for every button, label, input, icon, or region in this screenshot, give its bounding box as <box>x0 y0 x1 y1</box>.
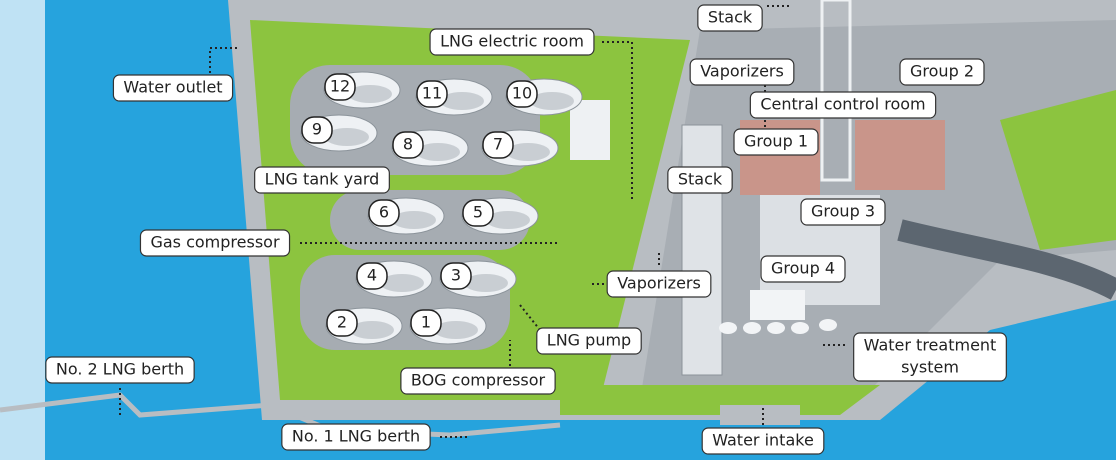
building <box>855 120 945 190</box>
building <box>750 290 805 320</box>
label-text: No. 1 LNG berth <box>292 427 420 446</box>
label: Stack <box>698 5 762 31</box>
label-text: LNG electric room <box>440 32 584 51</box>
label: No. 2 LNG berth <box>46 357 194 383</box>
tank-number: 9 <box>312 120 322 139</box>
label: LNG electric room <box>430 29 594 55</box>
label: Group 4 <box>761 256 845 282</box>
label-text: Stack <box>708 8 753 27</box>
label: Group 2 <box>900 59 984 85</box>
label-text: system <box>901 358 959 377</box>
tank-number: 10 <box>512 84 532 103</box>
tank-number: 12 <box>330 77 350 96</box>
label: Group 1 <box>734 129 818 155</box>
label: No. 1 LNG berth <box>282 424 430 450</box>
label-text: Gas compressor <box>150 233 279 252</box>
intake-structure <box>720 405 800 425</box>
building <box>570 100 610 160</box>
tank-number: 7 <box>493 135 503 154</box>
label-text: Water intake <box>712 431 814 450</box>
label-text: LNG tank yard <box>265 170 380 189</box>
stack-tower <box>682 125 722 375</box>
label: Vaporizers <box>607 271 711 297</box>
label-text: Water outlet <box>123 78 222 97</box>
tank-number: 8 <box>403 135 413 154</box>
label: BOG compressor <box>401 368 555 394</box>
label-text: Group 4 <box>771 259 835 278</box>
label-text: Group 3 <box>811 202 875 221</box>
tank-number: 3 <box>451 266 461 285</box>
label: Water outlet <box>113 75 232 101</box>
label: Vaporizers <box>690 59 794 85</box>
tank-number: 5 <box>473 203 483 222</box>
label-text: Stack <box>678 170 723 189</box>
label: LNG tank yard <box>255 167 390 193</box>
label-text: Group 2 <box>910 62 974 81</box>
label: LNG pump <box>537 328 641 354</box>
label: Group 3 <box>801 199 885 225</box>
tank-number: 6 <box>379 203 389 222</box>
tank-number: 2 <box>337 313 347 332</box>
label-text: Water treatment <box>864 336 997 355</box>
tank-number: 11 <box>422 84 442 103</box>
tank-number: 1 <box>421 313 431 332</box>
label-text: Group 1 <box>744 132 808 151</box>
label: Stack <box>668 167 732 193</box>
label-text: BOG compressor <box>411 371 546 390</box>
page: 123456789101112 Stack LNG electric room … <box>0 0 1116 460</box>
sky-strip <box>0 0 45 460</box>
label-text: Vaporizers <box>700 62 784 81</box>
label-text: No. 2 LNG berth <box>56 360 184 379</box>
label: Central control room <box>750 92 935 118</box>
label-text: Central control room <box>760 95 925 114</box>
label: Gas compressor <box>140 230 289 256</box>
label: Water intake <box>702 428 824 454</box>
label-text: Vaporizers <box>617 274 701 293</box>
plant-diagram: 123456789101112 Stack LNG electric room … <box>0 0 1116 460</box>
tank-number: 4 <box>367 266 377 285</box>
label-text: LNG pump <box>547 331 631 350</box>
label: Water treatment system <box>854 333 1007 381</box>
